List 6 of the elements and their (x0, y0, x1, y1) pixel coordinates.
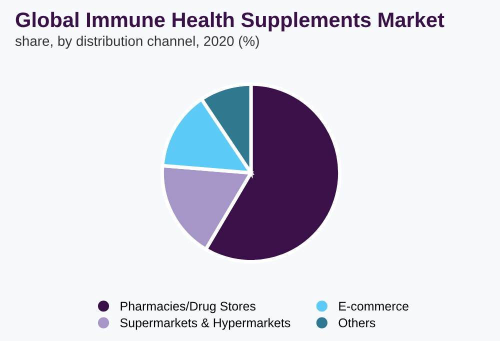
legend-label: Others (338, 318, 376, 328)
legend-label: Supermarkets & Hypermarkets (120, 318, 290, 330)
chart-title: Global Immune Health Supplements Market (16, 12, 444, 32)
chart-subtitle: share, by distribution channel, 2020 (%) (15, 36, 259, 49)
legend-label: Pharmacies/Drug Stores (120, 301, 256, 314)
legend-label: E-commerce (339, 302, 408, 311)
